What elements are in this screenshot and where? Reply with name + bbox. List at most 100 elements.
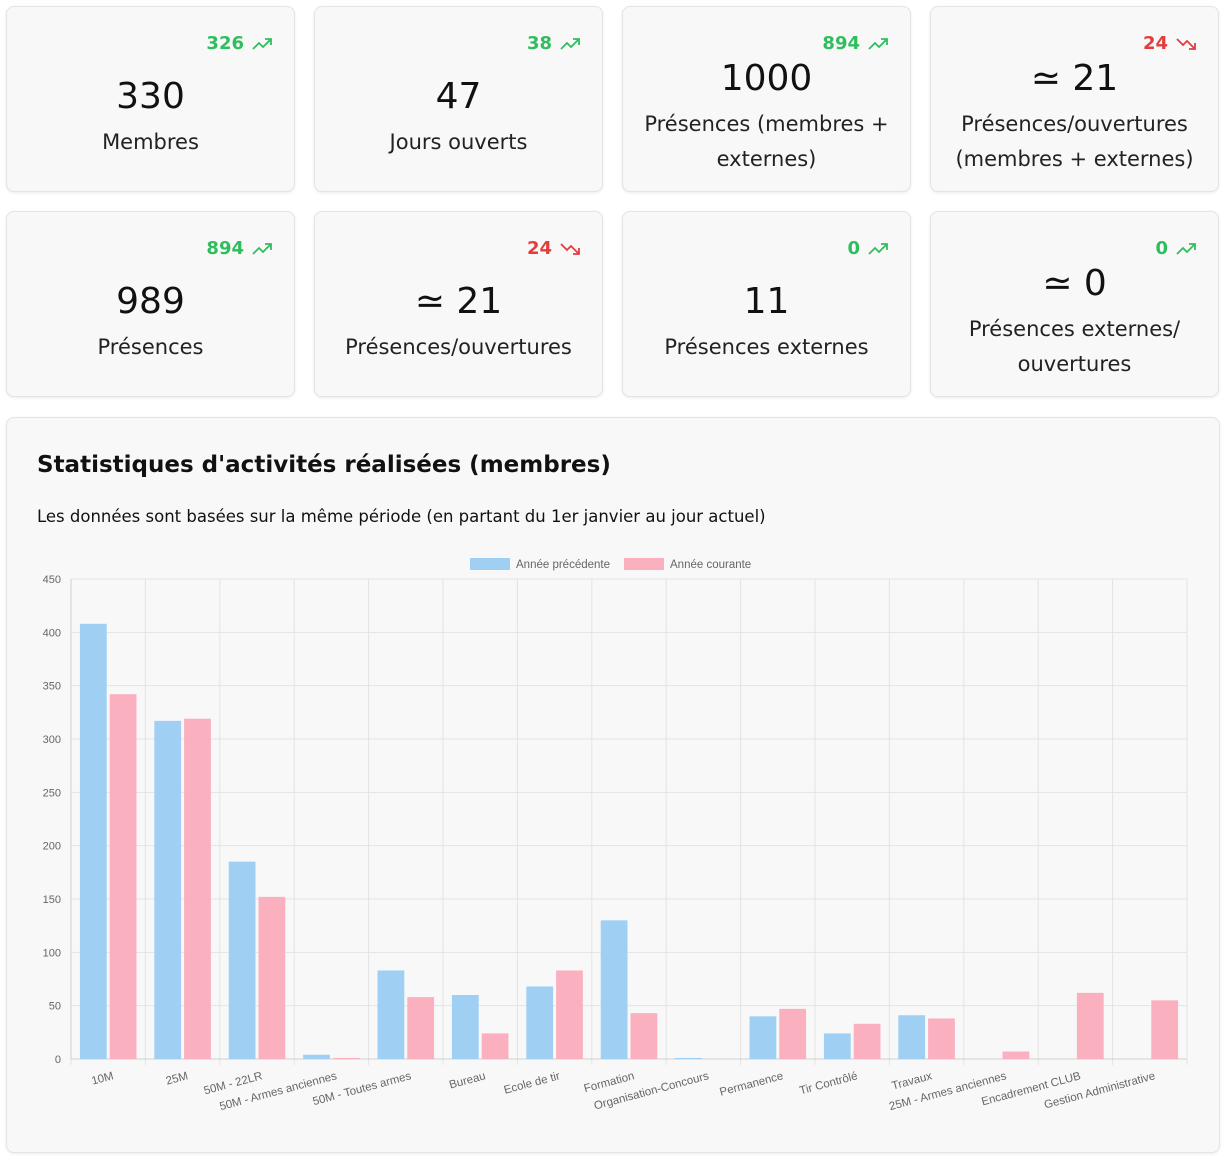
trending-up-icon (252, 242, 272, 255)
stat-trend: 894 (822, 33, 888, 54)
legend-label: Année courante (670, 559, 751, 571)
x-tick-label: Tir Contrôlé (798, 1070, 859, 1097)
activity-chart-card: Statistiques d'activités réalisées (memb… (6, 417, 1220, 1153)
stats-grid: 326 330 Membres 38 47 Jours ouverts 894 1000 Pré… (6, 6, 1220, 398)
stat-value: 47 (435, 75, 482, 117)
bar (526, 986, 554, 1059)
chart-subtitle: Les données sont basées sur la même péri… (37, 507, 766, 526)
stat-value: ≃ 21 (414, 280, 503, 322)
trending-down-icon (560, 242, 580, 255)
stat-trend: 24 (527, 238, 580, 259)
bar (853, 1023, 881, 1059)
bar (184, 718, 211, 1059)
bar (749, 1016, 777, 1059)
bar (303, 1054, 330, 1059)
bar (1076, 992, 1104, 1059)
stat-card: 326 330 Membres (6, 6, 295, 192)
bar (79, 623, 107, 1059)
bar (823, 1033, 851, 1059)
y-tick-label: 100 (43, 947, 61, 959)
stat-label: Membres (102, 129, 199, 154)
bar (898, 1015, 926, 1059)
bar (451, 995, 479, 1059)
trending-up-icon (1176, 242, 1196, 255)
y-tick-label: 250 (43, 787, 61, 799)
stat-trend-value: 24 (526, 238, 552, 259)
stat-label: Présences/ouvertures (membres + externes… (955, 112, 1194, 171)
stat-trend: 326 (206, 33, 272, 54)
y-tick-label: 0 (55, 1054, 61, 1066)
legend-swatch (624, 558, 664, 570)
stat-card: 0 ≃ 0 Présences externes/ ouvertures (930, 211, 1219, 397)
stat-card: 24 ≃ 21 Présences/ouvertures (membres + ex… (930, 6, 1219, 192)
stat-label: Présences externes/ ouvertures (968, 317, 1181, 376)
stat-trend: 0 (847, 238, 888, 259)
chart-title: Statistiques d'activités réalisées (memb… (37, 452, 611, 478)
bar (377, 970, 405, 1059)
y-tick-label: 400 (43, 627, 61, 639)
y-tick-label: 50 (49, 1001, 61, 1013)
stat-value: ≃ 21 (1030, 58, 1119, 99)
stat-trend-value: 38 (526, 33, 552, 54)
stat-trend: 0 (1155, 238, 1196, 259)
stat-value: 989 (116, 280, 185, 322)
bar (928, 1018, 955, 1059)
stat-value: ≃ 0 (1042, 263, 1107, 304)
y-tick-label: 350 (43, 681, 61, 693)
stat-trend-value: 326 (206, 33, 244, 54)
stat-value: 1000 (720, 58, 813, 99)
legend-label: Année précédente (516, 559, 610, 571)
bar (109, 694, 137, 1059)
bar (779, 1008, 807, 1059)
trending-up-icon (252, 37, 272, 50)
stat-value: 330 (116, 75, 185, 117)
y-tick-label: 200 (43, 841, 61, 853)
y-tick-label: 150 (43, 894, 61, 906)
x-tick-label: Ecole de tir (503, 1070, 562, 1097)
stat-label: Présences (membres + externes) (644, 112, 889, 171)
stat-card: 894 989 Présences (6, 211, 295, 397)
stat-trend-value: 0 (1155, 238, 1168, 259)
stat-card: 38 47 Jours ouverts (314, 6, 603, 192)
stat-trend-value: 24 (1142, 33, 1168, 54)
stat-trend-value: 0 (847, 238, 860, 259)
bar (228, 861, 256, 1059)
bar (675, 1057, 702, 1059)
stat-trend: 894 (206, 238, 272, 259)
stat-card: 0 11 Présences externes (622, 211, 911, 397)
stat-trend-value: 894 (206, 238, 244, 259)
trending-up-icon (868, 37, 888, 50)
x-tick-label: 25M (165, 1070, 190, 1087)
trending-up-icon (868, 242, 888, 255)
y-tick-label: 300 (43, 734, 61, 746)
bar (1002, 1051, 1030, 1059)
x-tick-label: Bureau (448, 1070, 487, 1091)
stat-trend: 24 (1143, 33, 1196, 54)
bar (600, 920, 628, 1059)
bar (1151, 1000, 1179, 1059)
legend-swatch (470, 558, 510, 570)
stat-label: Présences (97, 334, 204, 359)
stat-label: Présences/ouvertures (345, 334, 572, 359)
x-tick-label: 10M (90, 1070, 115, 1087)
stat-label: Jours ouverts (389, 129, 528, 154)
stat-label: Présences externes (664, 334, 869, 359)
bar (258, 896, 286, 1059)
bar (556, 970, 583, 1059)
bar (332, 1057, 360, 1059)
stat-card: 24 ≃ 21 Présences/ouvertures (314, 211, 603, 397)
stat-value: 11 (743, 280, 790, 322)
bar (481, 1033, 509, 1059)
bar (154, 720, 182, 1059)
stat-trend: 38 (527, 33, 580, 54)
x-tick-label: Permanence (718, 1070, 784, 1098)
stat-trend-value: 894 (822, 33, 860, 54)
trending-up-icon (560, 37, 580, 50)
x-tick-label: Travaux (891, 1070, 934, 1092)
bar (407, 997, 435, 1059)
bar (630, 1013, 658, 1059)
y-tick-label: 450 (43, 574, 61, 586)
trending-down-icon (1176, 37, 1196, 50)
stat-card: 894 1000 Présences (membres + externes) (622, 6, 911, 192)
